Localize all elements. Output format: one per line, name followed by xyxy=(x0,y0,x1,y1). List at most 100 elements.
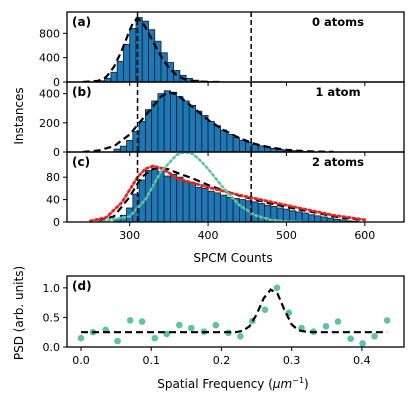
hist-bar xyxy=(295,211,303,222)
hist-bar xyxy=(129,28,137,82)
panel-label: (c) xyxy=(72,155,90,169)
hist-bar xyxy=(320,216,328,222)
hist-bar xyxy=(123,43,131,82)
hist-bar xyxy=(163,90,171,152)
hist-bar xyxy=(188,104,196,152)
hist-bar xyxy=(126,139,134,152)
frequency-x-label-suffix: ) xyxy=(304,377,309,391)
data-point xyxy=(151,334,159,342)
y-tick-label: 0 xyxy=(53,76,60,89)
hist-bar xyxy=(257,203,265,222)
hist-bar xyxy=(201,187,209,222)
hist-bar xyxy=(138,120,146,152)
fit-curve-black-dashed xyxy=(82,91,334,152)
fit-curve-black-dashed xyxy=(82,17,224,82)
plot-area xyxy=(77,284,391,347)
y-tick-label: 800 xyxy=(39,27,60,40)
panel-annotation: 1 atom xyxy=(315,85,360,99)
x-tick-label: 0.2 xyxy=(213,354,231,367)
frequency-x-label-exp: −1 xyxy=(292,376,304,385)
x-tick-label: 0.1 xyxy=(143,354,161,367)
hist-bar xyxy=(220,194,228,222)
y-tick-label: 400 xyxy=(39,52,60,65)
panel-label: (a) xyxy=(72,15,91,29)
psd-y-label: PSD (arb. units) xyxy=(12,266,26,360)
x-tick-label: 0.3 xyxy=(283,354,301,367)
y-tick-label: 0 xyxy=(53,216,60,229)
data-point xyxy=(359,340,366,347)
x-tick-label: 0.4 xyxy=(353,354,371,367)
data-point xyxy=(114,337,121,345)
panel-label: (d) xyxy=(72,279,92,293)
label-layer: Instances SPCM Counts PSD (arb. units) S… xyxy=(12,87,309,391)
hist-bar xyxy=(195,186,203,222)
hist-bar xyxy=(201,115,209,152)
y-tick-label: 40 xyxy=(46,194,60,207)
hist-bar xyxy=(157,93,165,152)
hist-bar xyxy=(207,120,215,152)
hist-bar xyxy=(157,171,165,222)
hist-bar xyxy=(239,199,247,222)
data-point xyxy=(347,335,354,343)
axes-frame xyxy=(66,151,405,223)
hist-bar xyxy=(307,214,316,222)
hist-bar xyxy=(301,212,309,222)
hist-bar xyxy=(220,129,228,152)
y-tick-label: 0.0 xyxy=(43,341,61,354)
frequency-x-label-prefix: Spatial Frequency ( xyxy=(157,377,273,391)
data-point xyxy=(138,318,146,325)
x-tick-label: 600 xyxy=(354,229,375,242)
hist-bar xyxy=(213,192,222,222)
hist-bar xyxy=(207,190,215,222)
hist-bar xyxy=(163,175,171,222)
panel-annotation: 2 atoms xyxy=(312,155,364,169)
x-tick-label: 500 xyxy=(276,229,297,242)
plot-area xyxy=(89,152,367,222)
hist-bar xyxy=(314,215,322,222)
y-tick-label: 1.0 xyxy=(43,282,61,295)
x-tick-label: 0.0 xyxy=(72,354,90,367)
hist-bar xyxy=(141,20,149,82)
plot-area xyxy=(82,90,334,152)
hist-bar xyxy=(170,91,178,152)
hist-bar xyxy=(119,145,127,152)
fit-curve-red-dotted xyxy=(89,164,367,222)
x-tick-label: 300 xyxy=(119,229,140,242)
y-tick-label: 80 xyxy=(46,171,60,184)
frequency-x-label-mu: μ xyxy=(272,377,281,391)
hist-bar xyxy=(151,100,159,152)
data-point xyxy=(383,317,391,324)
data-point xyxy=(322,322,330,330)
plot-area xyxy=(82,17,224,82)
data-point xyxy=(77,334,85,342)
hist-bar xyxy=(182,100,190,152)
data-point xyxy=(334,318,342,325)
instances-y-label: Instances xyxy=(12,87,26,144)
y-tick-label: 0.5 xyxy=(43,311,61,324)
frequency-x-label-unit: m xyxy=(281,377,293,391)
data-point xyxy=(126,317,134,324)
data-point xyxy=(273,284,281,292)
frequency-x-label: Spatial Frequency (μm−1) xyxy=(157,376,308,391)
x-tick-label: 400 xyxy=(198,229,219,242)
hist-bar xyxy=(110,71,118,82)
hist-bar xyxy=(195,110,203,152)
y-tick-label: 400 xyxy=(39,88,60,101)
panel-a: 0 400 800 (a) 0 atoms xyxy=(39,11,405,89)
hist-bar xyxy=(176,176,184,222)
data-point xyxy=(371,333,378,340)
fit-curve-teal-dotted xyxy=(97,152,304,222)
data-point xyxy=(163,330,170,338)
axes-frame xyxy=(66,275,405,348)
data-point xyxy=(261,306,269,314)
data-point xyxy=(176,321,183,329)
hist-bar xyxy=(226,196,234,222)
panel-label: (b) xyxy=(72,85,92,99)
hist-bar xyxy=(226,134,234,152)
spcm-x-label: SPCM Counts xyxy=(193,251,272,265)
panel-c: 0 40 80 300 400 500 600 (c) 2 atoms xyxy=(46,151,405,242)
hist-bar xyxy=(176,96,184,152)
hist-bar xyxy=(144,109,153,152)
